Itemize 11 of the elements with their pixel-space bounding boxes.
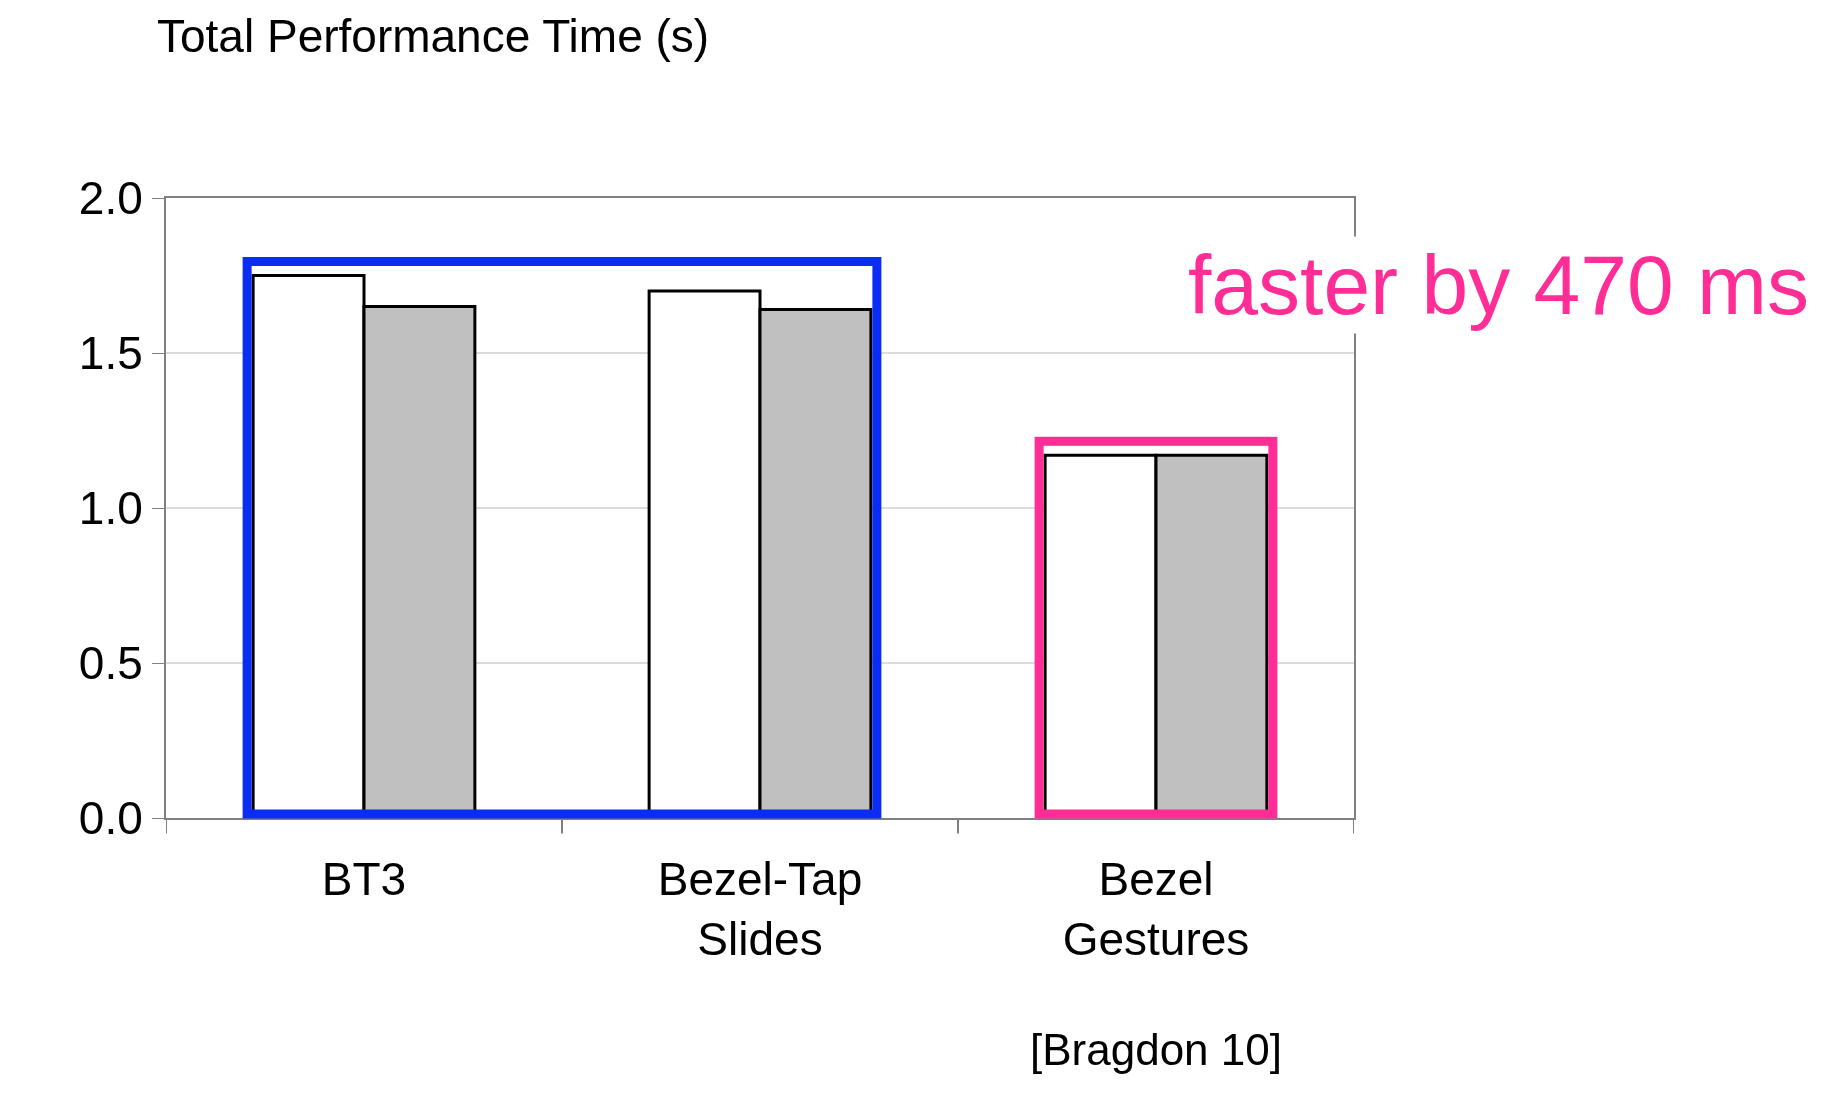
y-tick-label: 0.5 [78, 637, 143, 690]
x-tick-label: Bezel Gestures [1062, 853, 1250, 965]
y-tick-label: 1.5 [78, 327, 143, 380]
annotation: faster by 470 ms [1188, 238, 1809, 332]
y-tick-label: 1.0 [78, 482, 143, 535]
chart-title: Total Performance Time (s) [157, 10, 710, 63]
x-tick-label: Bezel-Tap Slides [657, 853, 863, 965]
text: [Bragdon 10] [1030, 1025, 1282, 1074]
y-tick-label: 2.0 [78, 172, 143, 225]
x-tick-label: BT3 [321, 853, 407, 906]
y-tick-label: 0.0 [78, 792, 143, 845]
